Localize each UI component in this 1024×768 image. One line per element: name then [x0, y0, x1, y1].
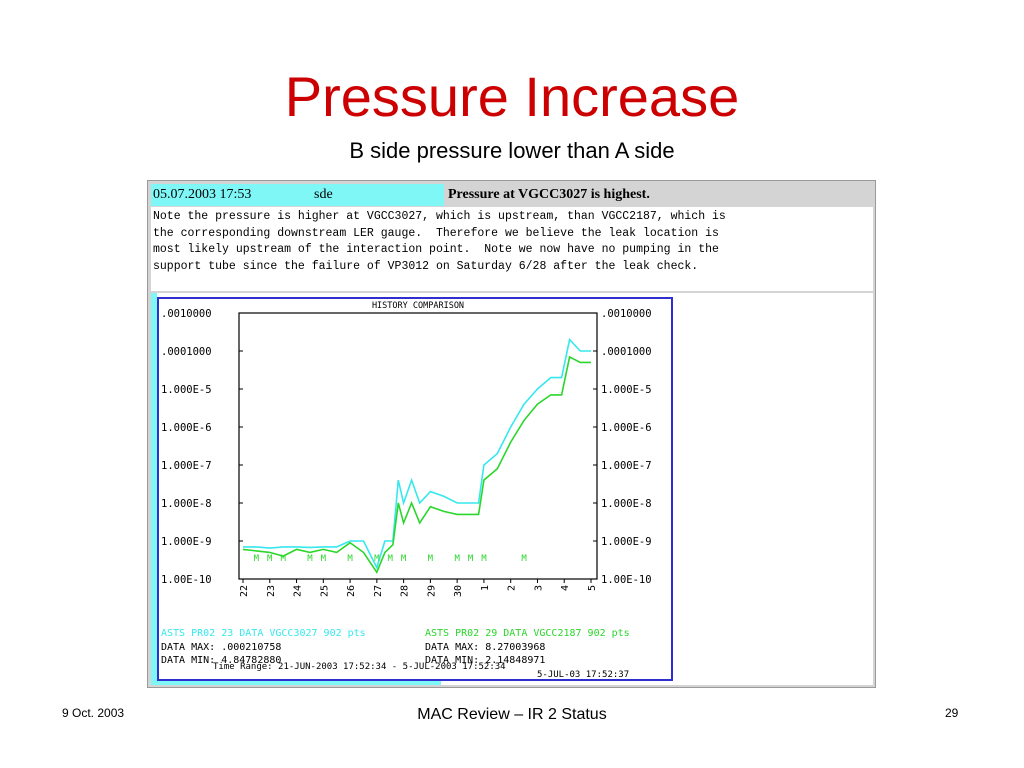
- entry-user: sde: [314, 187, 333, 202]
- series2-header: ASTS PR02 29 DATA VGCC2187 902 pts: [425, 628, 630, 639]
- attachment-area: HISTORY COMPARISON .0010000.0001000 1.000…: [151, 293, 873, 685]
- event-marker: M: [280, 554, 286, 564]
- event-marker: M: [521, 554, 527, 564]
- x-tick-label: 29: [426, 585, 437, 597]
- y-tick-label-left: 1.000E-7: [161, 460, 212, 472]
- series2-min: DATA MIN: 2.14848971: [425, 655, 545, 666]
- series2-max: DATA MAX: 8.27003968: [425, 642, 545, 653]
- series-line-1: [243, 337, 591, 570]
- x-tick-label: 3: [533, 585, 544, 591]
- event-marker: M: [374, 554, 380, 564]
- history-plot: HISTORY COMPARISON .0010000.0001000 1.000…: [157, 297, 673, 681]
- y-tick-label-left: 1.000E-6: [161, 422, 212, 434]
- event-marker: M: [401, 554, 407, 564]
- chart-title: HISTORY COMPARISON: [372, 301, 464, 311]
- history-chart-svg: HISTORY COMPARISON .0010000.00010001.000…: [161, 301, 652, 680]
- slide-subtitle: B side pressure lower than A side: [349, 138, 675, 163]
- y-tick-label-left: .0001000: [161, 346, 212, 358]
- event-marker: M: [307, 554, 313, 564]
- logbook-header: 05.07.2003 17:53 sde Pressure at VGCC302…: [151, 184, 873, 206]
- event-marker: M: [321, 554, 327, 564]
- time-range: Time Range: 21-JUN-2003 17:52:34 - 5-JUL…: [213, 662, 506, 672]
- entry-timestamp: 05.07.2003 17:53: [153, 187, 252, 202]
- entry-meta: 05.07.2003 17:53 sde: [151, 184, 444, 206]
- series1-max: DATA MAX: .000210758: [161, 642, 281, 653]
- x-tick-label: 5: [587, 585, 598, 591]
- event-marker: M: [388, 554, 394, 564]
- cyan-strip: [151, 293, 157, 685]
- logbook-screenshot: 05.07.2003 17:53 sde Pressure at VGCC302…: [147, 180, 876, 688]
- event-marker: M: [428, 554, 434, 564]
- x-tick-label: 22: [239, 585, 250, 597]
- series-line-2: [242, 355, 591, 574]
- x-tick-label: 2: [507, 585, 518, 591]
- event-marker: M: [454, 554, 460, 564]
- x-tick-label: 28: [400, 585, 411, 597]
- x-tick-label: 1: [480, 585, 491, 591]
- footer-title: MAC Review – IR 2 Status: [417, 706, 607, 723]
- y-tick-label-right: 1.000E-7: [601, 460, 652, 472]
- y-tick-label-right: .0010000: [601, 308, 652, 320]
- end-time: 5-JUL-03 17:52:37: [537, 670, 629, 679]
- y-tick-label-left: .0010000: [161, 308, 212, 320]
- x-tick-label: 26: [346, 585, 357, 597]
- y-tick-label-left: 1.000E-9: [161, 536, 212, 548]
- y-tick-label-right: 1.000E-9: [601, 536, 652, 548]
- plot-area: [238, 312, 598, 580]
- x-tick-label: 25: [319, 585, 330, 597]
- y-tick-label-left: 1.00E-10: [161, 574, 212, 586]
- entry-headline: Pressure at VGCC3027 is highest.: [444, 184, 873, 206]
- y-tick-label-right: 1.00E-10: [601, 574, 652, 586]
- x-tick-label: 23: [266, 585, 277, 597]
- note-line: the corresponding downstream LER gauge. …: [153, 226, 719, 240]
- note-line: Note the pressure is higher at VGCC3027,…: [153, 210, 726, 223]
- entry-note: Note the pressure is higher at VGCC3027,…: [151, 207, 873, 291]
- cyan-strip-bottom: [151, 678, 441, 685]
- note-line: support tube since the failure of VP3012…: [153, 259, 699, 273]
- y-tick-label-left: 1.000E-8: [161, 498, 212, 510]
- y-tick-label-right: 1.000E-6: [601, 422, 652, 434]
- event-marker: M: [254, 554, 260, 564]
- y-tick-label-right: 1.000E-5: [601, 384, 652, 396]
- y-tick-label-right: .0001000: [601, 346, 652, 358]
- footer-date: 9 Oct. 2003: [62, 706, 125, 720]
- event-marker: M: [481, 554, 487, 564]
- x-tick-label: 27: [373, 585, 384, 597]
- y-tick-label-right: 1.000E-8: [601, 498, 652, 510]
- x-tick-label: 24: [293, 585, 304, 597]
- y-tick-label-left: 1.000E-5: [161, 384, 212, 396]
- series1-header: ASTS PR02 23 DATA VGCC3027 902 pts: [161, 628, 366, 639]
- x-tick-label: 30: [453, 585, 464, 597]
- series1-min: DATA MIN: 4.84782880: [161, 655, 281, 666]
- event-marker: M: [267, 554, 273, 564]
- note-line: most likely upstream of the interaction …: [153, 243, 719, 256]
- entry-headline-text: Pressure at VGCC3027 is highest.: [448, 187, 650, 202]
- event-marker: M: [347, 554, 353, 564]
- event-marker: M: [468, 554, 474, 564]
- x-tick-label: 4: [560, 585, 571, 591]
- slide-title: Pressure Increase: [284, 65, 740, 128]
- page-number: 29: [945, 706, 959, 720]
